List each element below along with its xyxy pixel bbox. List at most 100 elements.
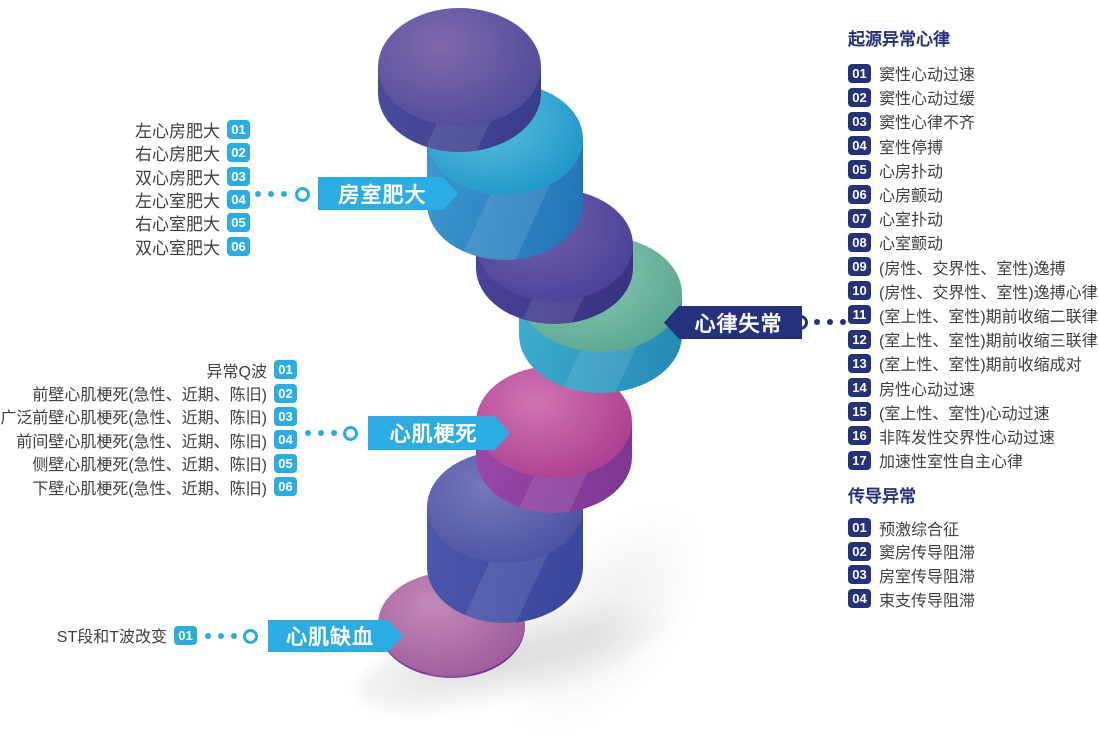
list-item: 02 窦性心动过缓 [848, 85, 1099, 109]
arrhythmia-arrow-label: 心律失常 [664, 306, 802, 339]
list-item: 16 非阵发性交界性心动过速 [848, 424, 1099, 448]
connector-dot-icon [268, 191, 274, 197]
list-item: 侧壁心肌梗死(急性、近期、陈旧) 05 [0, 452, 297, 475]
section-rows: 01 预激综合征 02 窦房传导阻滞 03 房室传导阻滞 04 束支传导阻滞 [848, 516, 1099, 610]
connector-dot-icon [827, 319, 833, 325]
item-number-badge: 06 [274, 477, 297, 497]
item-number-badge: 01 [848, 518, 871, 538]
list-item: 双心房肥大 03 [85, 165, 250, 188]
item-number-badge: 04 [848, 589, 871, 609]
list-item: 右心房肥大 02 [85, 141, 250, 164]
item-label: 非阵发性交界性心动过速 [879, 429, 1056, 447]
item-number-badge: 14 [848, 378, 871, 398]
item-number-badge: 03 [227, 166, 250, 186]
item-number-badge: 03 [848, 565, 871, 585]
connector-dot-icon [331, 430, 337, 436]
item-number-badge: 07 [848, 208, 871, 228]
list-item: 04 室性停搏 [848, 134, 1099, 158]
item-label: 下壁心肌梗死(急性、近期、陈旧) [32, 480, 267, 498]
item-label: 左心室肥大 [135, 192, 220, 212]
cylinder-6 [427, 451, 583, 623]
item-label: 房室传导阻滞 [879, 568, 976, 586]
arrow-text: 心肌梗死 [389, 423, 478, 446]
item-label: 加速性室性自主心律 [879, 454, 1024, 472]
item-label: 窦性心律不齐 [879, 115, 976, 133]
item-label: ST段和T波改变 [56, 629, 167, 646]
item-label: 室性停搏 [879, 139, 944, 157]
item-number-badge: 11 [848, 305, 871, 325]
item-label: 双心室肥大 [135, 238, 220, 258]
item-number-badge: 04 [274, 430, 297, 450]
item-number-badge: 02 [848, 541, 871, 561]
item-label: 预激综合征 [879, 521, 960, 539]
connector-ring-icon [294, 186, 310, 202]
list-item: 14 房性心动过速 [848, 375, 1099, 399]
item-label: 束支传导阻滞 [879, 592, 976, 610]
infarction-list: 异常Q波 01 前壁心肌梗死(急性、近期、陈旧) 02 广泛前壁心肌梗死(急性、近期、陈… [0, 358, 297, 498]
list-item: 13 (室上性、室性)期前收缩成对 [848, 351, 1099, 375]
item-number-badge: 12 [848, 329, 871, 349]
item-label: 房性心动过速 [879, 381, 976, 399]
connector-dot-icon [318, 430, 324, 436]
connector-dot-icon [231, 633, 237, 639]
connector-dot-icon [305, 430, 311, 436]
list-item: 前间壁心肌梗死(急性、近期、陈旧) 04 [0, 428, 297, 451]
item-label: 窦房传导阻滞 [879, 545, 976, 563]
section-rows: 01 窦性心动过速 02 窦性心动过缓 03 窦性心律不齐 04 室性停搏 05 心房扑动 06 心房… [848, 61, 1099, 472]
list-item: 广泛前壁心肌梗死(急性、近期、陈旧) 03 [0, 405, 297, 428]
item-number-badge: 05 [274, 453, 297, 473]
list-item: 异常Q波 01 [0, 358, 297, 381]
item-number-badge: 01 [174, 625, 197, 645]
item-label: (室上性、室性)期前收缩三联律 [879, 333, 1098, 351]
cylinder-1-top [378, 8, 541, 126]
ischemia-arrow-label: 心肌缺血 [268, 620, 403, 652]
item-number-badge: 01 [848, 63, 871, 83]
item-number-badge: 03 [274, 406, 297, 426]
connector-dot-icon [281, 191, 287, 197]
list-item: 12 (室上性、室性)期前收缩三联律 [848, 327, 1099, 351]
list-item: 09 (房性、交界性、室性)逸搏 [848, 255, 1099, 279]
list-item: 11 (室上性、室性)期前收缩二联律 [848, 303, 1099, 327]
item-number-badge: 02 [227, 143, 250, 163]
conduction-abnormal-section: 传导异常 01 预激综合征 02 窦房传导阻滞 03 房室传导阻滞 04 束支传导阻滞 [848, 487, 1099, 610]
list-item: 17 加速性室性自主心律 [848, 448, 1099, 472]
item-label: (室上性、室性)心动过速 [879, 405, 1050, 423]
list-item: 05 心房扑动 [848, 158, 1099, 182]
item-number-badge: 09 [848, 257, 871, 277]
connector-ring-icon [342, 425, 358, 441]
item-label: 右心室肥大 [135, 215, 220, 235]
item-label: (室上性、室性)期前收缩二联律 [879, 308, 1098, 326]
hypertrophy-arrow-label: 房室肥大 [318, 177, 458, 210]
list-item: 双心室肥大 06 [85, 234, 250, 258]
list-item: 06 心房颤动 [848, 182, 1099, 206]
item-label: 前间壁心肌梗死(急性、近期、陈旧) [16, 433, 267, 451]
section-title: 传导异常 [848, 487, 916, 506]
infarction-arrow-label: 心肌梗死 [368, 416, 510, 450]
item-number-badge: 03 [848, 111, 871, 131]
item-label: (房性、交界性、室性)逸搏 [879, 260, 1066, 278]
item-label: 窦性心动过缓 [879, 91, 976, 109]
item-number-badge: 17 [848, 450, 871, 470]
item-number-badge: 02 [848, 87, 871, 107]
ischemia-list: ST段和T波改变 01 [40, 622, 197, 648]
item-number-badge: 01 [274, 360, 297, 380]
item-number-badge: 15 [848, 402, 871, 422]
item-number-badge: 06 [848, 184, 871, 204]
arrow-text: 心律失常 [694, 312, 783, 336]
item-number-badge: 10 [848, 281, 871, 301]
item-number-badge: 06 [227, 236, 250, 256]
item-label: 心室扑动 [879, 212, 944, 230]
list-item: 10 (房性、交界性、室性)逸搏心律 [848, 279, 1099, 303]
item-label: 广泛前壁心肌梗死(急性、近期、陈旧) [0, 410, 267, 428]
arrow-text: 心肌缺血 [286, 626, 374, 649]
cylinder-1 [378, 8, 541, 152]
section-title: 起源异常心律 [848, 30, 950, 49]
connector-ring-icon [242, 628, 258, 644]
item-label: (室上性、室性)期前收缩成对 [879, 357, 1082, 375]
item-number-badge: 05 [848, 160, 871, 180]
connector-dot-icon [205, 633, 211, 639]
list-item: 07 心室扑动 [848, 206, 1099, 230]
item-label: 心房颤动 [879, 188, 944, 206]
item-number-badge: 04 [227, 190, 250, 210]
